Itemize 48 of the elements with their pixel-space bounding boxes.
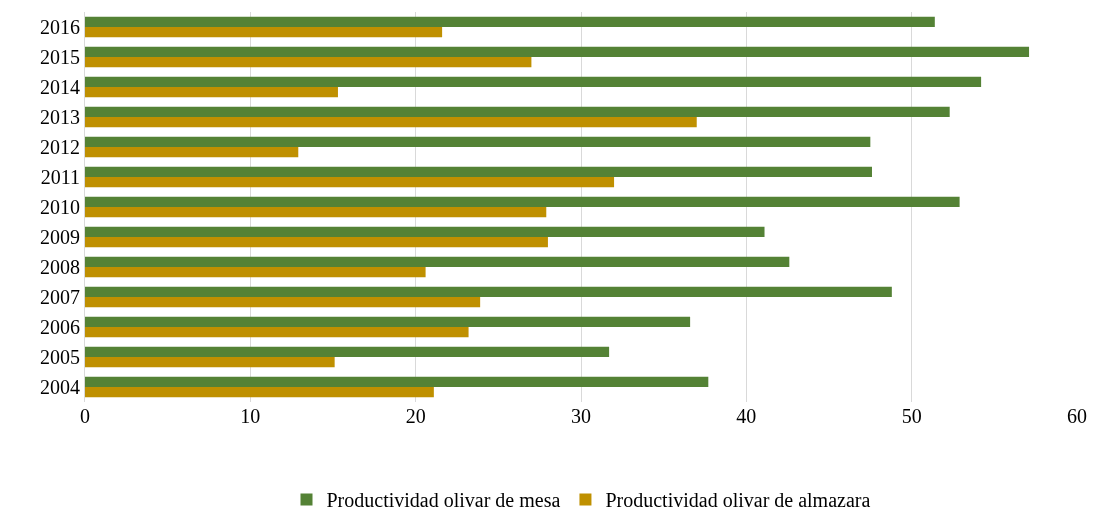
bar: [85, 226, 765, 237]
bar: [85, 57, 532, 68]
y-tick-label: 2010: [40, 196, 80, 218]
bar: [85, 177, 615, 188]
bar: [85, 46, 1030, 57]
bar: [85, 256, 790, 267]
bar: [85, 27, 443, 38]
legend-label: Productividad olivar de almazara: [605, 489, 871, 512]
bar: [85, 286, 892, 297]
bar: [85, 106, 950, 117]
bar: [85, 196, 960, 207]
y-tick-label: 2007: [40, 286, 80, 308]
bar: [85, 16, 935, 27]
y-tick-label: 2015: [40, 46, 80, 68]
x-tick-label: 20: [405, 405, 426, 427]
y-tick-label: 2014: [40, 76, 80, 98]
x-tick-label: 0: [80, 405, 90, 427]
bar: [85, 357, 335, 368]
bar: [85, 297, 481, 308]
bar: [85, 117, 697, 128]
bar: [85, 267, 426, 278]
y-tick-label: 2008: [40, 256, 80, 278]
bar: [85, 376, 709, 387]
y-tick-label: 2009: [40, 226, 80, 248]
bar: [85, 207, 547, 218]
bar: [85, 327, 469, 338]
bar: [85, 87, 338, 98]
x-tick-label: 40: [736, 405, 757, 427]
y-tick-label: 2005: [40, 346, 80, 368]
bar: [85, 237, 548, 248]
x-tick-label: 10: [240, 405, 261, 427]
bar: [85, 387, 434, 398]
bar: [85, 147, 299, 158]
y-tick-label: 2013: [40, 106, 80, 128]
y-tick-label: 2011: [40, 166, 80, 188]
legend-label: Productividad olivar de mesa: [326, 489, 561, 512]
y-tick-label: 2016: [40, 16, 80, 38]
bar: [85, 316, 691, 327]
x-tick-label: 30: [571, 405, 591, 427]
bar: [85, 76, 982, 87]
x-tick-label: 60: [1067, 405, 1087, 427]
y-tick-label: 2012: [40, 136, 80, 158]
x-tick-label: 50: [901, 405, 922, 427]
bar: [85, 166, 872, 177]
bar: [85, 346, 610, 357]
bar: [85, 136, 871, 147]
y-tick-label: 2006: [40, 316, 80, 338]
y-tick-label: 2004: [40, 376, 80, 398]
